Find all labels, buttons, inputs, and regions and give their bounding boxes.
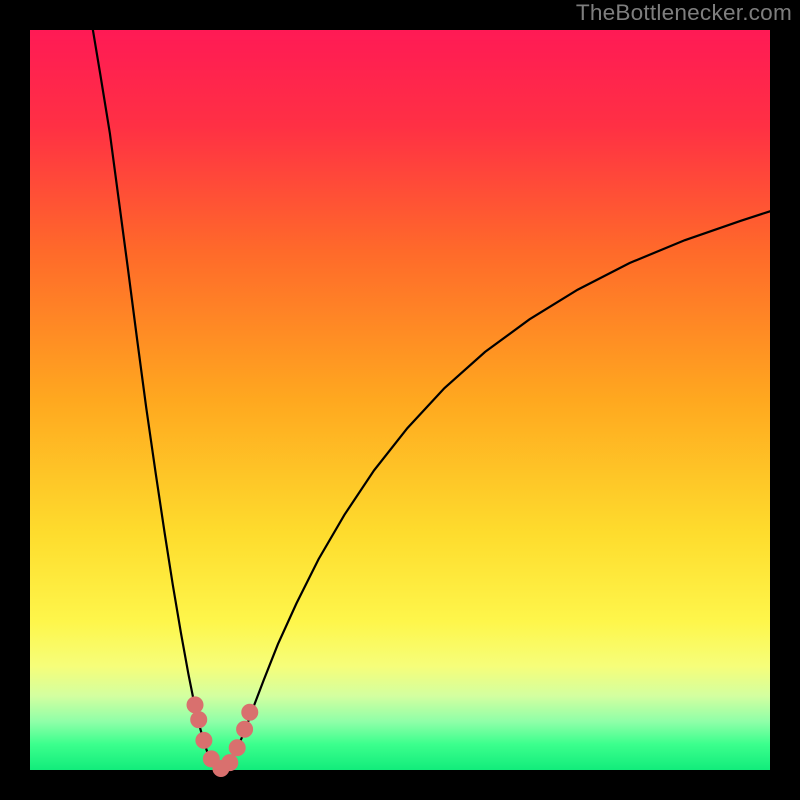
marker-dot (187, 697, 203, 713)
figure-root: TheBottlenecker.com (0, 0, 800, 800)
plot-background-gradient (30, 30, 770, 770)
marker-dot (222, 755, 238, 771)
bottleneck-chart (0, 0, 800, 800)
marker-dot (191, 712, 207, 728)
marker-dot (242, 704, 258, 720)
marker-dot (237, 721, 253, 737)
marker-dot (196, 732, 212, 748)
watermark-text: TheBottlenecker.com (576, 0, 792, 26)
marker-dot (229, 740, 245, 756)
